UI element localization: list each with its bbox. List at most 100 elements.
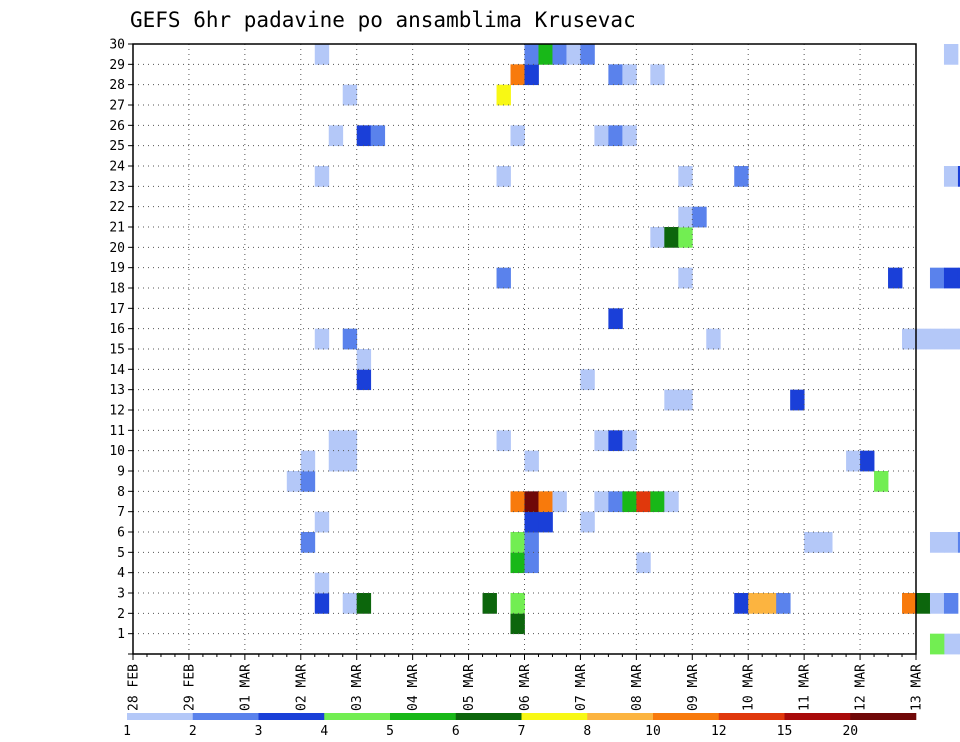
heatmap-cell — [328, 430, 344, 452]
x-tick-label: 04 MAR — [406, 664, 421, 711]
colorbar-swatch — [455, 713, 522, 720]
heatmap-cell — [957, 166, 960, 187]
x-tick-label: 03 MAR — [350, 664, 365, 711]
x-tick-label: 08 MAR — [630, 664, 645, 711]
heatmap-cell — [300, 471, 316, 492]
heatmap-cell — [622, 491, 637, 513]
heatmap-cell — [874, 471, 889, 492]
colorbar-label: 6 — [452, 724, 460, 739]
colorbar-swatch — [850, 713, 917, 720]
heatmap-cell — [916, 593, 931, 614]
heatmap-cell — [510, 491, 525, 513]
heatmap-cell — [943, 633, 959, 655]
colorbar-label: 10 — [645, 724, 661, 739]
colorbar-swatch — [127, 713, 194, 720]
colorbar-swatch — [192, 713, 259, 720]
heatmap-cell — [929, 267, 945, 289]
heatmap-cell — [929, 593, 945, 614]
heatmap-cell — [608, 64, 623, 86]
heatmap-cell — [342, 450, 358, 472]
x-tick-label: 29 FEB — [182, 664, 197, 711]
heatmap-cell — [356, 125, 372, 147]
heatmap-cell — [943, 532, 959, 553]
y-tick-label: 9 — [117, 465, 125, 480]
heatmap-cell — [510, 125, 525, 147]
heatmap-cell — [622, 430, 637, 452]
heatmap-cell — [300, 532, 316, 553]
heatmap-cell — [650, 64, 665, 86]
heatmap-cell — [356, 369, 372, 391]
heatmap-cell — [943, 593, 959, 614]
y-tick-label: 28 — [109, 78, 125, 93]
y-tick-label: 29 — [109, 58, 125, 73]
colorbar-legend: 1 2 3 4 5 6 7 8 10 12 15 20 — [123, 713, 917, 739]
y-tick-label: 24 — [109, 160, 125, 175]
y-tick-label: 19 — [109, 261, 125, 276]
heatmap-cell — [538, 511, 553, 533]
heatmap-cell — [902, 328, 917, 350]
heatmap-cell — [342, 84, 358, 106]
heatmap-cell — [664, 389, 679, 411]
heatmap-cell — [678, 227, 693, 248]
heatmap-cell — [510, 64, 525, 86]
heatmap-cell — [678, 267, 693, 289]
y-tick-label: 4 — [117, 566, 125, 581]
y-tick-label: 20 — [109, 241, 125, 256]
y-tick-label: 25 — [109, 139, 125, 154]
colorbar-label: 20 — [842, 724, 858, 739]
x-tick-label: 07 MAR — [574, 664, 589, 711]
heatmap-cell — [552, 491, 567, 513]
heatmap-cell — [734, 593, 749, 614]
heatmap-cell — [580, 511, 595, 533]
heatmap-cell — [300, 450, 316, 472]
heatmap-cell — [314, 44, 330, 65]
colorbar-label: 5 — [386, 724, 394, 739]
x-tick-label: 01 MAR — [238, 664, 253, 711]
heatmap-cell — [916, 328, 931, 350]
y-tick-label: 6 — [117, 526, 125, 541]
y-tick-label: 10 — [109, 444, 125, 459]
colorbar-label: 15 — [777, 724, 793, 739]
y-tick-label: 7 — [117, 505, 125, 520]
heatmap-cell — [734, 166, 749, 187]
heatmap-cell — [888, 267, 903, 289]
heatmap-cell — [510, 593, 525, 614]
heatmap-cell — [524, 532, 539, 553]
heatmap-cell — [957, 267, 960, 289]
heatmap-cell — [943, 328, 959, 350]
heatmap-cell — [356, 349, 372, 370]
heatmap-cell — [622, 125, 637, 147]
heatmap-cell — [678, 389, 693, 411]
x-tick-label: 13 MAR — [910, 664, 925, 711]
heatmap-cell — [510, 613, 525, 635]
colorbar-swatch — [784, 713, 851, 720]
heatmap-cell — [929, 532, 945, 553]
heatmap-cell — [580, 369, 595, 391]
heatmap-cell — [580, 44, 595, 65]
heatmap-cell — [678, 166, 693, 187]
heatmap-cell — [650, 227, 665, 248]
y-tick-label: 21 — [109, 221, 125, 236]
heatmap-cell — [608, 308, 623, 330]
y-tick-label: 16 — [109, 322, 125, 337]
y-tick-label: 12 — [109, 404, 125, 419]
heatmap-cell — [929, 328, 945, 350]
heatmap-cell — [510, 532, 525, 553]
heatmap-cell — [524, 552, 539, 574]
y-tick-label: 27 — [109, 99, 125, 114]
heatmap-cell — [748, 593, 763, 614]
x-tick-label: 12 MAR — [854, 664, 869, 711]
colorbar-swatch — [258, 713, 325, 720]
y-axis: 1234567891011121314151617181920212223242… — [109, 38, 133, 655]
grid-lines — [133, 44, 916, 654]
colorbar-swatch — [587, 713, 654, 720]
heatmap-cell — [762, 593, 777, 614]
heatmap-cell — [594, 491, 609, 513]
heatmap-cell — [328, 450, 344, 472]
heatmap-cell — [804, 532, 819, 553]
heatmap-cell — [482, 593, 497, 614]
heatmap-cell — [929, 633, 945, 655]
heatmap-cell — [636, 491, 651, 513]
heatmap-cell — [608, 125, 623, 147]
